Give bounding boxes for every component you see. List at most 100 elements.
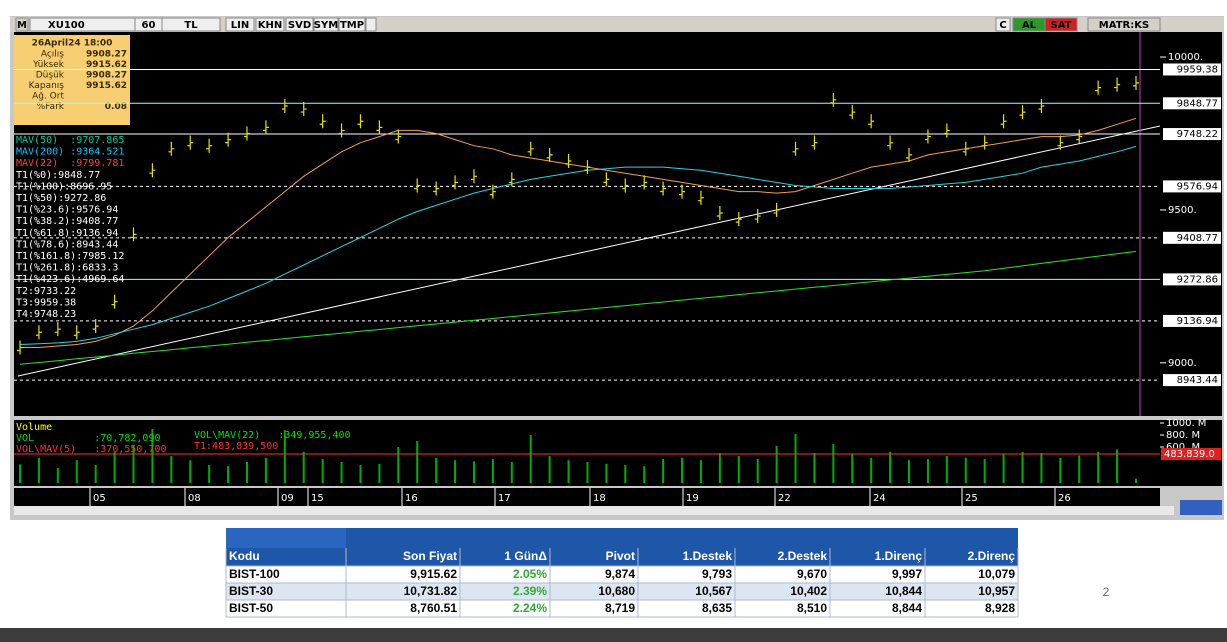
price-bar	[697, 190, 704, 205]
volume-bar	[189, 460, 192, 483]
toolbar-label: C	[999, 20, 1006, 31]
price-bar	[168, 141, 175, 156]
y-tick-label: 9500.	[1168, 205, 1197, 216]
y-tick-label: 600. M	[1166, 442, 1200, 453]
volume-bar	[1059, 457, 1062, 483]
indicator-label: MAV(50) :9707.865	[16, 135, 124, 146]
toolbar-button[interactable]	[995, 17, 1011, 32]
level-box	[1163, 128, 1221, 141]
price-bar	[357, 114, 364, 129]
volume-bar	[889, 451, 892, 483]
price-bar	[1114, 77, 1121, 92]
price-bar	[679, 184, 686, 199]
price-bar	[414, 178, 421, 193]
volume-bar	[19, 464, 21, 483]
level-label: 9748.22	[1177, 129, 1218, 140]
price-bar	[187, 135, 194, 150]
info-label: Ağ. Ort	[32, 92, 64, 102]
indicator-label: MAV(22) :9799.781	[16, 158, 124, 169]
level-box	[1163, 180, 1221, 193]
level-label: 9408.77	[1177, 233, 1218, 244]
toolbar-button[interactable]	[161, 17, 221, 32]
date-label: 05	[93, 493, 106, 504]
volume-bar	[397, 447, 400, 483]
volume-bar	[151, 429, 154, 483]
toolbar-label: MATR:KS	[1099, 20, 1149, 31]
table-cell: 2.Direnç	[968, 549, 1016, 563]
price-bar	[1095, 80, 1102, 95]
price-bar	[981, 135, 988, 150]
volume-bar	[340, 462, 343, 483]
price-bar	[811, 135, 818, 150]
price-bar	[924, 129, 931, 144]
volume-bar	[851, 454, 854, 483]
table-cell: 2.39%	[513, 584, 547, 598]
bottom-band	[0, 628, 1227, 642]
indicator-label: T3:9959.38	[16, 297, 76, 308]
scrollbar[interactable]	[14, 506, 1174, 515]
volume-bar	[908, 460, 911, 483]
indicator-label: T1(%78.6):8943.44	[16, 239, 118, 250]
volume-bar	[37, 457, 40, 483]
toolbar-button[interactable]	[338, 17, 366, 32]
table-cell: BIST-30	[229, 584, 273, 598]
toolbar-button[interactable]	[225, 17, 255, 32]
price-bar	[1057, 135, 1064, 150]
volume-bar	[132, 445, 135, 483]
price-bar	[452, 175, 459, 190]
price-bar	[962, 141, 969, 156]
table-cell: 2.Destek	[778, 549, 828, 563]
toolbar-button[interactable]	[1044, 17, 1078, 32]
info-label: %Fark	[37, 102, 65, 112]
price-bar	[130, 227, 137, 242]
price-bar	[735, 212, 742, 227]
indicator-label: T1(%100):8696.95	[16, 181, 112, 192]
toolbar-button[interactable]	[1087, 17, 1161, 32]
table-band-cell	[226, 528, 346, 548]
level-label: 9576.94	[1177, 181, 1218, 192]
date-label: 22	[778, 493, 791, 504]
table-header	[226, 548, 1018, 566]
volume-bar	[926, 459, 929, 483]
price-bar	[906, 147, 913, 162]
table-cell: 10,680	[598, 584, 635, 598]
date-label: 26	[1058, 493, 1071, 504]
nav-buttons[interactable]	[1180, 500, 1222, 515]
y-tick-label: 800. M	[1166, 430, 1200, 441]
volume-bar	[378, 463, 381, 483]
price-bar	[319, 114, 326, 129]
price-bar	[660, 181, 667, 196]
price-bar	[281, 98, 288, 113]
table-row-alt	[226, 583, 1018, 600]
toolbar-button[interactable]	[285, 17, 314, 32]
price-bar	[262, 120, 269, 135]
price-bar	[622, 178, 629, 193]
price-bar	[641, 175, 648, 190]
volume-bar	[718, 453, 721, 483]
volume-bar	[794, 433, 797, 483]
toolbar-button[interactable]	[313, 17, 339, 32]
volume-bar	[75, 460, 78, 483]
table-cell: 10,567	[695, 584, 732, 598]
price-bar	[565, 154, 572, 169]
info-label: Kapanış	[29, 81, 65, 91]
price-bar	[584, 160, 591, 175]
indicator-label: MAV(200) :9364.521	[16, 147, 124, 158]
volume-bar	[491, 459, 494, 483]
table-cell: 1.Direnç	[875, 549, 923, 563]
indicator-label: T1(%38.2):9408.77	[16, 216, 118, 227]
price-bar	[868, 114, 875, 129]
dropdown[interactable]	[365, 17, 377, 32]
table-band	[226, 528, 1018, 548]
price-bar	[92, 319, 99, 334]
volume-bar	[945, 456, 948, 483]
page-number: 2	[1103, 585, 1110, 599]
volume-bar	[245, 462, 248, 483]
info-label: Açılış	[41, 50, 64, 60]
price-bar	[338, 123, 345, 138]
volume-bar	[567, 460, 570, 483]
table-cell: 9,874	[605, 567, 635, 581]
toolbar-button[interactable]	[15, 17, 29, 32]
toolbar-button[interactable]	[255, 17, 285, 32]
